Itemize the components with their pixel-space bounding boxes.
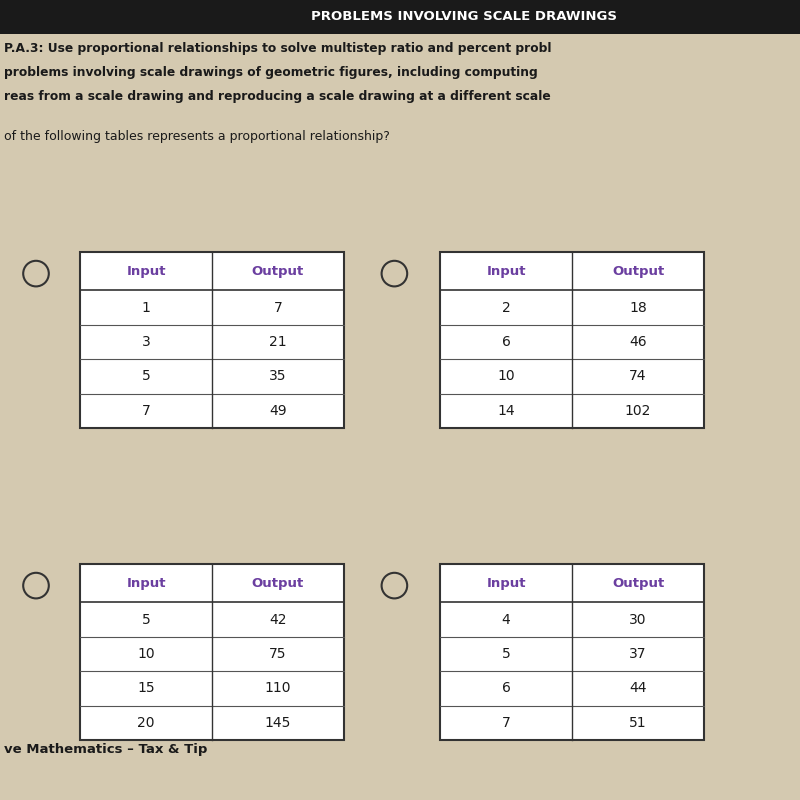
Text: 30: 30 — [630, 613, 646, 626]
Text: 10: 10 — [137, 647, 155, 661]
Text: 3: 3 — [142, 335, 150, 349]
Text: 46: 46 — [629, 335, 647, 349]
Text: PROBLEMS INVOLVING SCALE DRAWINGS: PROBLEMS INVOLVING SCALE DRAWINGS — [311, 10, 617, 23]
Text: 74: 74 — [630, 370, 646, 383]
Text: 7: 7 — [502, 716, 510, 730]
Text: Output: Output — [612, 265, 664, 278]
Text: 145: 145 — [265, 716, 291, 730]
Text: Input: Input — [126, 577, 166, 590]
Text: 5: 5 — [142, 613, 150, 626]
Text: 2: 2 — [502, 301, 510, 314]
Text: Output: Output — [252, 577, 304, 590]
Text: 42: 42 — [270, 613, 286, 626]
Bar — [80, 252, 344, 428]
Text: problems involving scale drawings of geometric figures, including computing: problems involving scale drawings of geo… — [4, 66, 538, 78]
Text: Input: Input — [486, 577, 526, 590]
Text: 44: 44 — [630, 682, 646, 695]
Text: 10: 10 — [497, 370, 515, 383]
Text: Input: Input — [126, 265, 166, 278]
Text: 6: 6 — [502, 682, 510, 695]
Text: 6: 6 — [502, 335, 510, 349]
Text: 37: 37 — [630, 647, 646, 661]
Text: reas from a scale drawing and reproducing a scale drawing at a different scale: reas from a scale drawing and reproducin… — [4, 90, 550, 102]
Text: 5: 5 — [142, 370, 150, 383]
Bar — [80, 564, 344, 740]
Bar — [440, 564, 704, 740]
Text: 49: 49 — [269, 404, 287, 418]
Text: of the following tables represents a proportional relationship?: of the following tables represents a pro… — [4, 130, 390, 142]
Text: 51: 51 — [629, 716, 647, 730]
Text: 7: 7 — [142, 404, 150, 418]
Text: 20: 20 — [138, 716, 154, 730]
Text: 14: 14 — [497, 404, 515, 418]
Text: 102: 102 — [625, 404, 651, 418]
Text: ve Mathematics – Tax & Tip: ve Mathematics – Tax & Tip — [4, 743, 207, 756]
Text: P.A.3: Use proportional relationships to solve multistep ratio and percent probl: P.A.3: Use proportional relationships to… — [4, 42, 551, 54]
Text: Input: Input — [486, 265, 526, 278]
Text: 4: 4 — [502, 613, 510, 626]
Bar — [440, 252, 704, 428]
Text: 35: 35 — [270, 370, 286, 383]
Text: Output: Output — [252, 265, 304, 278]
Text: 110: 110 — [265, 682, 291, 695]
Text: 1: 1 — [142, 301, 150, 314]
Text: Output: Output — [612, 577, 664, 590]
Text: 7: 7 — [274, 301, 282, 314]
Text: 5: 5 — [502, 647, 510, 661]
Text: 21: 21 — [269, 335, 287, 349]
Text: 18: 18 — [629, 301, 647, 314]
Text: 75: 75 — [270, 647, 286, 661]
Bar — [0, 0, 800, 34]
Text: 15: 15 — [137, 682, 155, 695]
